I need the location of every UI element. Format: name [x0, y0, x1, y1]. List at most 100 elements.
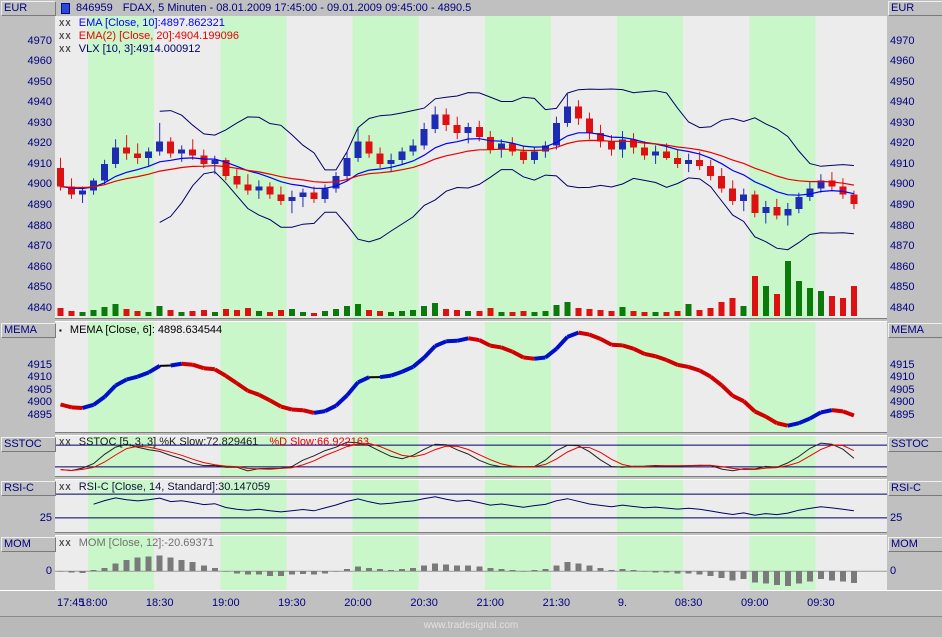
- rsi-pane[interactable]: [55, 480, 887, 532]
- scale-label: 4915: [27, 358, 52, 371]
- sstoc-pane-label-right[interactable]: SSTOC: [888, 437, 942, 452]
- legend-mom[interactable]: XX MOM [Close, 12]:-20.69371: [59, 537, 222, 550]
- legend-sstoc-d-text: %D Slow:66.922163: [269, 436, 370, 448]
- scale-label: 0: [45, 565, 52, 578]
- scale-label: 4915: [890, 358, 915, 371]
- price-pane[interactable]: [55, 16, 887, 318]
- scale-label: 4910: [890, 371, 915, 383]
- scale-label: 4930: [890, 116, 915, 129]
- scale-label: 4950: [890, 75, 915, 88]
- mom-chart-canvas[interactable]: [55, 536, 887, 590]
- scale-label: 4940: [27, 96, 52, 109]
- indicator-toggle-icon[interactable]: XX: [59, 45, 72, 54]
- time-label: 20:30: [410, 597, 438, 609]
- time-label: 21:30: [542, 597, 571, 609]
- pane-divider[interactable]: [0, 476, 942, 480]
- legend-mema[interactable]: ▪ MEMA [Close, 6]: 4898.634544: [59, 324, 230, 337]
- sstoc-pane-label[interactable]: SSTOC: [1, 437, 56, 452]
- scale-label: 4905: [890, 383, 915, 396]
- status-bar: www.tradesignal.com: [0, 616, 942, 637]
- pane-divider[interactable]: [0, 532, 942, 536]
- indicator-toggle-icon[interactable]: XX: [59, 483, 72, 492]
- legend-sstoc[interactable]: XX SSTOC [5, 3, 3] %K Slow:72.829461 %D …: [59, 436, 377, 449]
- scale-label: 4900: [27, 178, 52, 191]
- watermark: www.tradesignal.com: [423, 620, 519, 631]
- time-label: 9.: [617, 597, 628, 609]
- mom-pane-label-right[interactable]: MOM: [888, 537, 942, 552]
- scale-label: 4940: [890, 96, 915, 109]
- scale-label: 4860: [890, 260, 915, 273]
- time-label: 19:00: [212, 597, 240, 609]
- time-label: 18:30: [145, 597, 174, 609]
- time-label: 09:00: [740, 597, 769, 609]
- scale-label: 25: [890, 511, 903, 524]
- mema-pane-label-right[interactable]: MEMA: [888, 323, 942, 338]
- legend-mom-text: MOM [Close, 12]:-20.69371: [78, 537, 214, 549]
- scale-label: 4910: [890, 157, 915, 170]
- mom-pane[interactable]: [55, 536, 887, 590]
- scale-label: 4910: [27, 157, 52, 170]
- legend-rsi[interactable]: XX RSI-C [Close, 14, Standard]:30.147059: [59, 481, 278, 494]
- time-axis[interactable]: 17:45 18:00 18:30 19:00 19:30 20:00 20:30 21:00…: [0, 590, 942, 616]
- pane-divider[interactable]: [0, 432, 942, 436]
- pane-divider[interactable]: [0, 318, 942, 322]
- scale-label: 4900: [27, 396, 52, 408]
- left-scale-gutter[interactable]: EUR MEMA SSTOC RSI-C MOM 4970 4960 4950 494…: [0, 0, 56, 637]
- indicator-toggle-icon[interactable]: XX: [59, 19, 72, 28]
- scale-label: 4890: [27, 199, 52, 211]
- scale-label: 4910: [27, 371, 52, 383]
- scale-label: 4970: [27, 34, 52, 47]
- legend-ema2-text: EMA(2) [Close, 20]:4904.199096: [78, 30, 239, 42]
- indicator-toggle-icon[interactable]: XX: [59, 539, 72, 548]
- price-pane-label-right[interactable]: EUR: [888, 1, 942, 16]
- chart-title: FDAX, 5 Minuten - 08.01.2009 17:45:00 - …: [122, 2, 472, 14]
- scale-label: 4840: [27, 301, 52, 314]
- scale-label: 4905: [27, 383, 52, 396]
- instrument-series-icon: [61, 2, 70, 14]
- sstoc-pane[interactable]: [55, 436, 887, 476]
- scale-label: 4870: [27, 240, 52, 253]
- right-scale-gutter[interactable]: EUR MEMA SSTOC RSI-C MOM 4970 4960 4950 494…: [887, 0, 942, 637]
- legend-vlx[interactable]: XX VLX [10, 3]:4914.000912: [59, 43, 208, 56]
- indicator-toggle-icon[interactable]: XX: [59, 32, 72, 41]
- scale-label: 4880: [890, 219, 915, 232]
- scale-label: 4895: [890, 408, 915, 421]
- scale-label: 4850: [27, 281, 52, 294]
- price-pane-label[interactable]: EUR: [1, 1, 56, 16]
- legend-ema-text: EMA [Close, 10]:4897.862321: [78, 17, 225, 29]
- scale-label: 4850: [890, 281, 915, 294]
- scale-label: 4970: [890, 34, 915, 47]
- rsi-chart-canvas[interactable]: [55, 480, 887, 532]
- scale-label: 4960: [27, 55, 52, 68]
- legend-ema[interactable]: XX EMA [Close, 10]:4897.862321: [59, 17, 233, 30]
- scale-label: 4840: [890, 301, 915, 314]
- series-square-icon[interactable]: ▪: [59, 326, 63, 335]
- scale-label: 4950: [27, 75, 52, 88]
- rsi-pane-label[interactable]: RSI-C: [1, 481, 56, 496]
- time-label: 17:45: [57, 597, 85, 609]
- mema-pane[interactable]: [55, 322, 887, 432]
- price-chart-canvas[interactable]: [55, 16, 887, 318]
- mema-pane-label[interactable]: MEMA: [1, 323, 56, 338]
- mema-chart-canvas[interactable]: [55, 322, 887, 432]
- instrument-id: 846959: [76, 2, 113, 14]
- time-label: 08:30: [674, 597, 703, 609]
- indicator-toggle-icon[interactable]: XX: [59, 438, 72, 447]
- sstoc-chart-canvas[interactable]: [55, 436, 887, 476]
- chart-titlebar: 846959 FDAX, 5 Minuten - 08.01.2009 17:4…: [55, 0, 887, 16]
- scale-label: 0: [890, 565, 897, 578]
- mom-pane-label[interactable]: MOM: [1, 537, 56, 552]
- time-label: 20:00: [344, 597, 372, 609]
- legend-ema2[interactable]: XX EMA(2) [Close, 20]:4904.199096: [59, 30, 247, 43]
- scale-label: 4895: [27, 408, 52, 421]
- time-label: 09:30: [807, 597, 835, 609]
- scale-label: 4920: [890, 137, 915, 150]
- scale-label: 4880: [27, 219, 52, 232]
- scale-label: 4870: [890, 240, 915, 253]
- rsi-pane-label-right[interactable]: RSI-C: [888, 481, 942, 496]
- legend-vlx-text: VLX [10, 3]:4914.000912: [78, 43, 201, 55]
- scale-label: 25: [39, 511, 52, 524]
- scale-label: 4890: [890, 199, 915, 211]
- legend-sstoc-k-text: SSTOC [5, 3, 3] %K Slow:72.829461: [78, 436, 259, 448]
